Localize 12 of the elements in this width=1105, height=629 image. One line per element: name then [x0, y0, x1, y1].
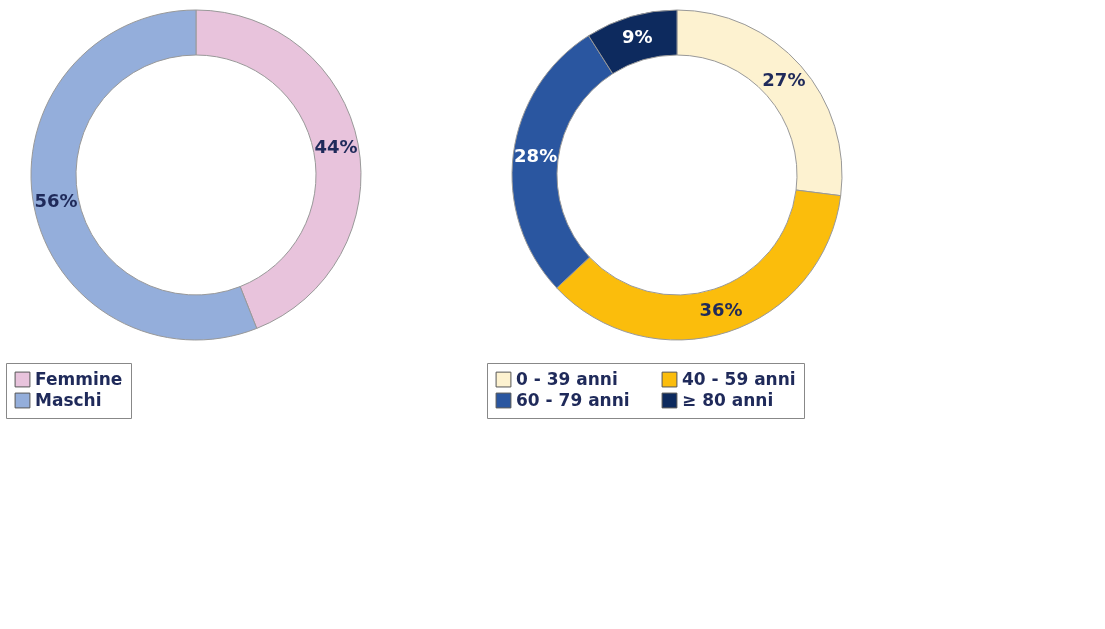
legend-label: 40 - 59 anni	[682, 368, 796, 389]
data-label: 9%	[621, 26, 653, 48]
data-label: 28%	[514, 145, 558, 167]
legend-label: Maschi	[35, 389, 102, 410]
data-label: 44%	[314, 136, 358, 158]
legend-label: 60 - 79 anni	[516, 389, 630, 410]
data-label: 27%	[762, 68, 806, 90]
data-label: 36%	[699, 298, 743, 320]
legend-label: Femmine	[35, 368, 123, 389]
legend-label: ≥ 80 anni	[682, 389, 774, 410]
legend-label: 0 - 39 anni	[516, 368, 618, 389]
data-label: 56%	[34, 189, 78, 211]
